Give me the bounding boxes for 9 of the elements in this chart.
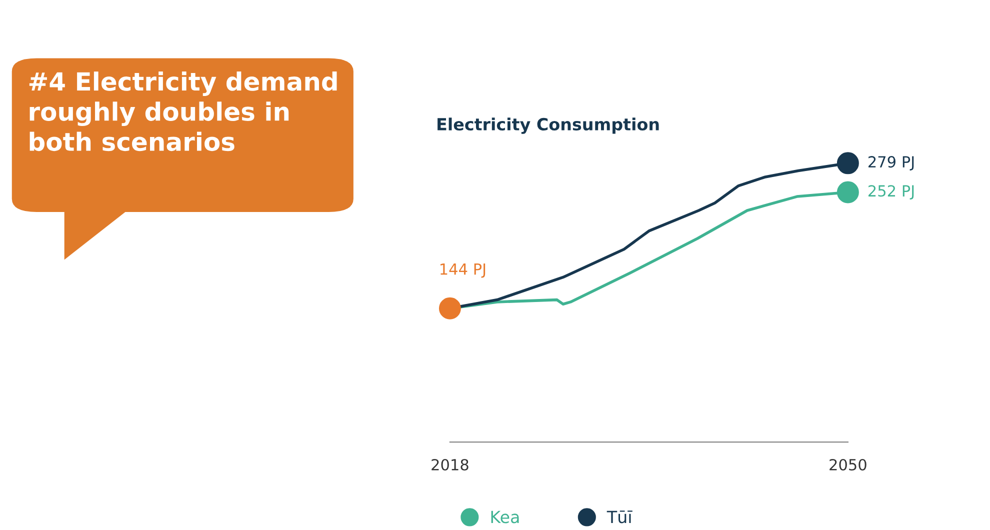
text: #4 Electricity demand roughly doubles in both scenarios: [29, 72, 337, 152]
legend-label: Tūī: [606, 510, 632, 524]
legend-label: Kea: [491, 510, 519, 524]
data-label: 252 PJ: [868, 185, 914, 200]
chart-title: Electricity Consumption: [438, 118, 659, 134]
data-label: 279 PJ: [868, 156, 914, 170]
x-tick-label: 2050: [830, 458, 866, 471]
x-tick-label: 2018: [432, 458, 468, 471]
data-label: 144 PJ: [440, 264, 486, 278]
